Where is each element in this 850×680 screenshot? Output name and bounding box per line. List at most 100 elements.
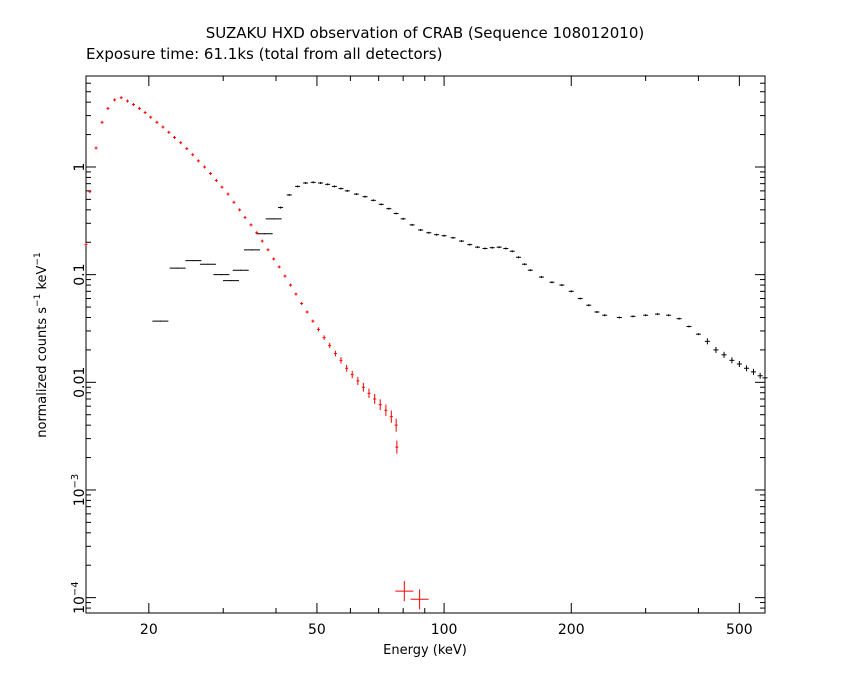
data-point-pin	[289, 283, 293, 287]
data-point-gso	[538, 276, 544, 279]
data-point-pin	[137, 106, 141, 110]
data-point-gso	[318, 182, 324, 185]
data-point-pin	[356, 376, 360, 386]
data-point-pin	[300, 301, 304, 305]
data-point-gso	[426, 231, 432, 234]
data-point-pin	[226, 192, 230, 196]
data-point-gso	[338, 187, 344, 190]
data-point-gso	[286, 193, 292, 196]
data-point-gso	[515, 256, 521, 259]
data-point-gso-binned	[223, 280, 240, 282]
y-axis-label-exp2: −1	[33, 252, 43, 265]
y-tick-label: 10−4	[70, 581, 88, 614]
data-point-gso	[496, 246, 502, 249]
data-point-pin	[294, 292, 298, 296]
data-point-pin	[94, 146, 98, 150]
data-point-gso	[630, 315, 636, 318]
data-point-gso	[559, 284, 565, 287]
data-point-gso	[762, 374, 768, 381]
data-point-pin	[350, 370, 354, 379]
data-point-pin	[361, 382, 365, 392]
x-tick-label: 200	[558, 622, 585, 638]
data-point-pin	[106, 106, 110, 110]
data-point-pin	[260, 239, 264, 243]
data-point-gso	[489, 246, 495, 249]
data-point-pin	[155, 120, 159, 124]
data-point-gso	[303, 182, 309, 185]
data-point-gso	[310, 181, 316, 184]
data-point-pin	[389, 410, 393, 423]
data-point-pin	[172, 135, 176, 139]
data-point-pin-large	[395, 581, 414, 602]
data-point-gso	[568, 290, 574, 293]
data-point-gso-binned	[265, 218, 282, 220]
data-point-gso	[295, 185, 301, 188]
y-tick-label: 0.01	[72, 367, 88, 398]
data-point-pin	[191, 153, 195, 157]
x-tick-label: 50	[308, 622, 326, 638]
data-point-gso	[750, 368, 756, 375]
data-point-gso	[325, 183, 331, 186]
y-axis-label-unit: keV	[35, 265, 50, 293]
data-point-gso	[331, 185, 337, 188]
x-axis-label: Energy (keV)	[383, 643, 467, 658]
data-point-gso	[577, 297, 583, 300]
data-point-pin	[255, 231, 259, 235]
data-point-pin	[220, 185, 224, 189]
data-point-gso	[666, 314, 672, 317]
data-point-pin	[311, 319, 315, 323]
data-point-pin	[196, 159, 200, 163]
data-point-gso	[713, 346, 719, 353]
data-point-pin	[305, 310, 309, 314]
data-point-gso	[676, 317, 682, 320]
data-point-gso	[459, 240, 465, 243]
data-point-pin	[277, 265, 281, 269]
data-point-gso	[521, 263, 527, 266]
data-point-gso	[400, 217, 406, 220]
data-point-gso	[586, 304, 592, 307]
y-tick-label: 0.1	[72, 264, 88, 286]
data-point-gso	[704, 338, 710, 345]
data-point-gso	[643, 314, 649, 317]
plot-frame	[85, 75, 766, 614]
data-point-gso	[594, 310, 600, 313]
data-point-gso-binned	[213, 274, 230, 276]
y-axis-label: normalized counts s−1 keV−1	[33, 252, 50, 437]
data-point-gso	[654, 313, 660, 316]
data-point-pin	[373, 393, 377, 405]
series-gso	[152, 181, 768, 381]
data-point-pin	[339, 357, 343, 364]
data-point-pin	[203, 165, 207, 169]
data-point-gso-binned	[169, 267, 186, 269]
data-point-pin	[132, 103, 136, 107]
data-point-pin	[243, 215, 247, 219]
data-point-gso	[736, 360, 742, 367]
data-point-pin	[161, 125, 165, 129]
data-point-pin	[316, 327, 320, 332]
data-point-pin	[394, 418, 398, 432]
data-point-gso	[409, 223, 415, 226]
data-point-gso-binned	[185, 260, 202, 262]
data-point-gso	[344, 189, 350, 192]
data-point-gso	[616, 316, 622, 319]
data-point-gso-binned	[152, 320, 169, 322]
x-tick-label: 500	[726, 622, 753, 638]
data-point-pin	[283, 274, 287, 278]
x-axis-ticks: 20 50 100 200 500	[140, 76, 753, 638]
data-point-gso	[744, 365, 750, 372]
x-tick-label: 100	[431, 622, 458, 638]
data-point-gso	[757, 372, 763, 379]
data-point-gso	[721, 351, 727, 358]
series-pin	[84, 96, 429, 610]
data-point-gso	[509, 250, 515, 253]
y-tick-label: 10−3	[70, 474, 88, 507]
data-point-pin	[367, 388, 371, 399]
data-point-pin	[100, 120, 104, 124]
data-point-pin	[266, 248, 270, 252]
data-point-pin	[125, 99, 129, 103]
data-point-pin	[88, 190, 92, 194]
chart-title: SUZAKU HXD observation of CRAB (Sequence…	[206, 24, 645, 42]
data-point-pin	[395, 440, 399, 454]
data-point-gso	[278, 206, 284, 209]
data-point-pin	[232, 200, 236, 204]
